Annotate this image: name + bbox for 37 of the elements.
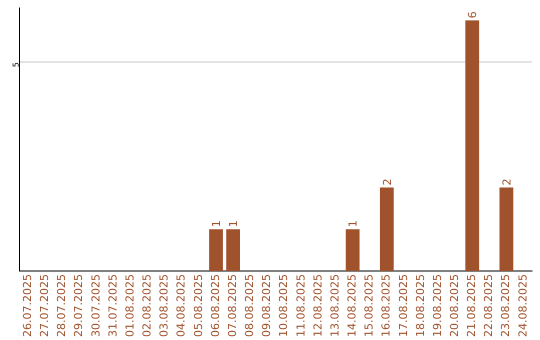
- x-tick-label: 27.07.2025: [38, 274, 52, 338]
- x-tick-label: 05.08.2025: [192, 274, 205, 338]
- x-tick-label: 20.08.2025: [448, 274, 461, 338]
- x-tick-label: 23.08.2025: [499, 274, 512, 338]
- x-tick-label: 12.08.2025: [311, 274, 324, 338]
- x-tick-label: 18.08.2025: [414, 274, 427, 338]
- x-tick-label: 28.07.2025: [55, 274, 68, 338]
- x-tick-label: 24.08.2025: [516, 274, 530, 338]
- x-tick-label: 06.08.2025: [208, 274, 222, 338]
- data-label: 2: [500, 178, 514, 186]
- x-tick-label: 09.08.2025: [260, 274, 274, 338]
- x-tick-label: 22.08.2025: [482, 274, 496, 338]
- data-label: 1: [227, 220, 240, 228]
- data-label: 1: [210, 220, 224, 228]
- x-tick-label: 03.08.2025: [158, 274, 171, 338]
- x-tick-label: 02.08.2025: [140, 274, 154, 338]
- x-tick-label: 30.07.2025: [89, 274, 102, 338]
- x-tick-label: 07.08.2025: [226, 274, 239, 338]
- x-tick-label: 31.07.2025: [106, 274, 120, 338]
- x-tick-label: 15.08.2025: [362, 274, 376, 338]
- x-tick-label: 04.08.2025: [174, 274, 188, 338]
- x-tick-label: 14.08.2025: [346, 274, 359, 338]
- data-label: 1: [346, 220, 360, 228]
- data-label: 6: [466, 11, 480, 18]
- x-tick-label: 08.08.2025: [243, 274, 256, 338]
- x-tick-label: 21.08.2025: [465, 274, 478, 338]
- x-tick-label: 10.08.2025: [277, 274, 290, 338]
- x-tick-label: 11.08.2025: [294, 274, 308, 338]
- x-tick-label: 29.07.2025: [72, 274, 86, 338]
- y-tick-label: 5: [12, 62, 21, 68]
- x-tick-label: 19.08.2025: [430, 274, 444, 338]
- x-tick-label: 16.08.2025: [380, 274, 393, 338]
- x-tick-label: 01.08.2025: [123, 274, 136, 338]
- x-tick-label: 13.08.2025: [328, 274, 342, 338]
- data-label: 2: [380, 178, 394, 186]
- x-tick-label: 17.08.2025: [396, 274, 410, 338]
- x-tick-label: 26.07.2025: [21, 274, 34, 338]
